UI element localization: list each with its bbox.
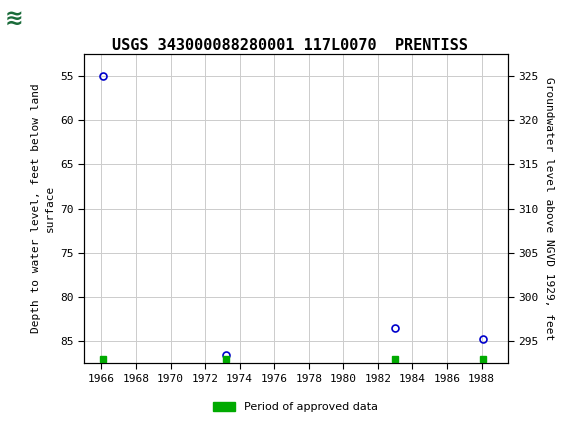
Y-axis label: Depth to water level, feet below land
surface: Depth to water level, feet below land su…: [31, 84, 55, 333]
Legend: Period of approved data: Period of approved data: [209, 398, 383, 417]
Text: USGS 343000088280001 117L0070  PRENTISS: USGS 343000088280001 117L0070 PRENTISS: [112, 38, 468, 52]
Text: ≋: ≋: [5, 9, 23, 28]
Text: USGS: USGS: [26, 9, 81, 28]
FancyBboxPatch shape: [3, 3, 64, 36]
Y-axis label: Groundwater level above NGVD 1929, feet: Groundwater level above NGVD 1929, feet: [543, 77, 554, 340]
